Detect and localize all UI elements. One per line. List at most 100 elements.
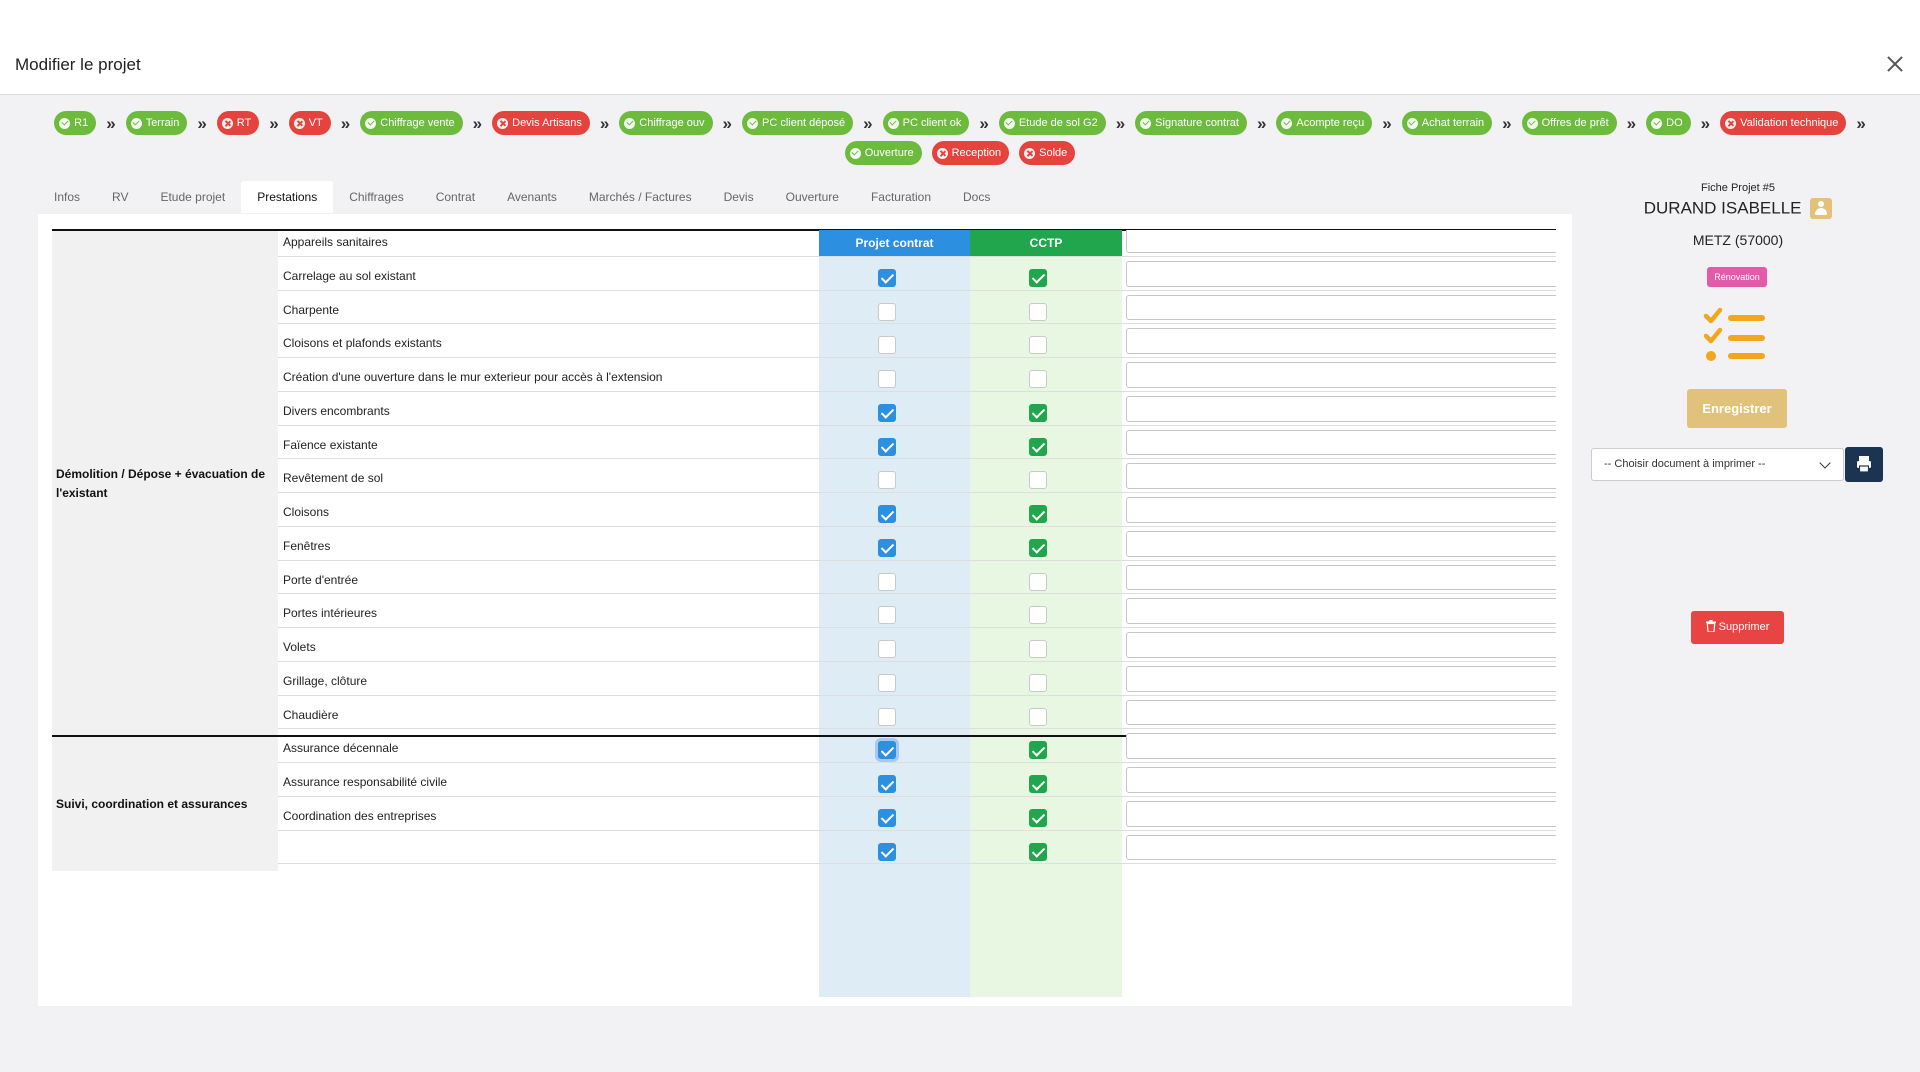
tab-etude-projet[interactable]: Etude projet [160, 190, 226, 204]
note-input[interactable] [1126, 463, 1556, 489]
note-input[interactable] [1126, 229, 1556, 253]
projet-contrat-checkbox[interactable] [878, 268, 896, 287]
cctp-checkbox[interactable] [1029, 370, 1047, 388]
note-input[interactable] [1126, 260, 1556, 287]
note-input[interactable] [1126, 632, 1556, 658]
step-pill[interactable]: Chiffrage ouv [619, 111, 713, 135]
cctp-checkbox[interactable] [1029, 606, 1047, 625]
step-pill[interactable]: RT [216, 111, 260, 135]
projet-contrat-checkbox[interactable] [878, 640, 896, 658]
step-pill[interactable]: Acompte reçu [1276, 111, 1373, 135]
step-pill[interactable]: PC client déposé [742, 111, 854, 135]
step-pill[interactable]: DO [1646, 111, 1691, 135]
cctp-checkbox[interactable] [1029, 403, 1047, 422]
note-input[interactable] [1126, 497, 1556, 523]
cctp-checkbox[interactable] [1029, 538, 1047, 557]
cctp-checkbox[interactable] [1029, 775, 1047, 793]
step-pill[interactable]: Reception [931, 141, 1010, 165]
note-input[interactable] [1126, 294, 1556, 321]
note-input[interactable] [1126, 429, 1556, 456]
step-pill[interactable]: Etude de sol G2 [998, 111, 1106, 135]
cctp-checkbox[interactable] [1029, 572, 1047, 591]
note-input[interactable] [1126, 598, 1556, 624]
double-chevron-right-icon: » [1626, 113, 1637, 133]
note-input[interactable] [1126, 395, 1556, 422]
step-pill[interactable]: Devis Artisans [492, 111, 590, 135]
projet-contrat-checkbox[interactable] [878, 538, 896, 557]
tab-avenants[interactable]: Avenants [507, 190, 557, 204]
tab-rv[interactable]: RV [112, 190, 129, 204]
note-input[interactable] [1126, 328, 1556, 354]
save-button[interactable]: Enregistrer [1687, 389, 1787, 428]
projet-contrat-checkbox[interactable] [878, 437, 896, 456]
projet-contrat-checkbox[interactable] [878, 505, 896, 523]
check-circle-icon [1140, 117, 1152, 129]
user-icon[interactable] [1810, 198, 1833, 220]
cctp-checkbox[interactable] [1029, 741, 1047, 760]
tab-devis[interactable]: Devis [723, 190, 754, 204]
cctp-checkbox[interactable] [1029, 808, 1047, 827]
step-pill[interactable]: Offres de prêt [1521, 111, 1617, 135]
tab-facturation[interactable]: Facturation [870, 190, 931, 204]
tab-infos[interactable]: Infos [54, 190, 81, 204]
step-label: Validation technique [1740, 117, 1839, 129]
note-input[interactable] [1126, 665, 1556, 692]
step-pill[interactable]: VT [288, 111, 331, 135]
double-chevron-right-icon: » [472, 113, 483, 133]
step-pill[interactable]: R1 [54, 111, 97, 135]
projet-contrat-checkbox[interactable] [878, 842, 896, 861]
projet-contrat-checkbox[interactable] [878, 606, 896, 625]
step-pill[interactable]: Validation technique [1720, 111, 1847, 135]
step-pill[interactable]: Chiffrage vente [360, 111, 463, 135]
print-button[interactable] [1845, 447, 1883, 482]
step-pill[interactable]: Achat terrain [1401, 111, 1493, 135]
tab-chiffrages[interactable]: Chiffrages [349, 190, 404, 204]
note-input[interactable] [1126, 362, 1556, 388]
prestation-label: Faïence existante [283, 437, 378, 452]
projet-contrat-checkbox[interactable] [878, 775, 896, 793]
cctp-checkbox[interactable] [1029, 471, 1047, 490]
tab-march-s-factures[interactable]: Marchés / Factures [588, 190, 692, 204]
cctp-checkbox[interactable] [1029, 842, 1047, 861]
client-name-text: DURAND ISABELLE [1643, 198, 1802, 218]
note-input[interactable] [1126, 564, 1556, 591]
print-document-select[interactable]: -- Choisir document à imprimer -- [1591, 448, 1844, 481]
note-input[interactable] [1126, 733, 1556, 759]
tab-prestations[interactable]: Prestations [241, 181, 334, 213]
step-pill[interactable]: Signature contrat [1135, 111, 1247, 135]
projet-contrat-checkbox[interactable] [878, 741, 896, 760]
close-icon[interactable] [1884, 54, 1906, 76]
step-pill[interactable]: Terrain [125, 111, 188, 135]
note-input[interactable] [1126, 699, 1556, 726]
tab-contrat[interactable]: Contrat [435, 190, 476, 204]
projet-contrat-checkbox[interactable] [878, 673, 896, 692]
delete-button[interactable]: Supprimer [1691, 611, 1784, 644]
projet-contrat-checkbox[interactable] [878, 808, 896, 827]
note-input[interactable] [1126, 530, 1556, 557]
projet-contrat-checkbox[interactable] [878, 403, 896, 422]
projet-contrat-checkbox[interactable] [878, 370, 896, 388]
tab-docs[interactable]: Docs [963, 190, 991, 204]
step-pill[interactable]: Solde [1019, 141, 1076, 165]
cctp-checkbox[interactable] [1029, 336, 1047, 355]
projet-contrat-checkbox[interactable] [878, 572, 896, 591]
step-pill[interactable]: Ouverture [844, 141, 922, 165]
projet-contrat-checkbox[interactable] [878, 707, 896, 726]
note-input[interactable] [1126, 767, 1556, 793]
check-circle-icon [59, 117, 71, 129]
cctp-checkbox[interactable] [1029, 505, 1047, 523]
cctp-checkbox[interactable] [1029, 437, 1047, 456]
tab-ouverture[interactable]: Ouverture [785, 190, 839, 204]
projet-contrat-checkbox[interactable] [878, 471, 896, 490]
group-separator [52, 735, 1556, 738]
cctp-checkbox[interactable] [1029, 302, 1047, 321]
note-input[interactable] [1126, 800, 1556, 827]
projet-contrat-checkbox[interactable] [878, 336, 896, 355]
projet-contrat-checkbox[interactable] [878, 302, 896, 321]
cctp-checkbox[interactable] [1029, 707, 1047, 726]
cctp-checkbox[interactable] [1029, 268, 1047, 287]
cctp-checkbox[interactable] [1029, 673, 1047, 692]
note-input[interactable] [1126, 834, 1556, 861]
step-pill[interactable]: PC client ok [882, 111, 970, 135]
cctp-checkbox[interactable] [1029, 640, 1047, 658]
